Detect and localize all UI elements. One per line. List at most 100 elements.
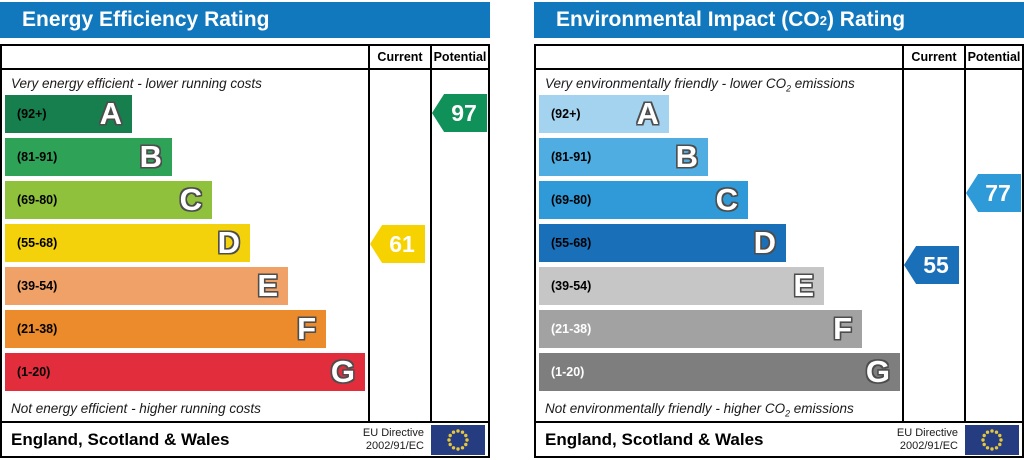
band-row-g: (1-20) G — [536, 353, 902, 396]
bottom-note-subscript: 2 — [785, 408, 790, 419]
top-note-text: Very environmentally friendly - lower CO — [545, 76, 787, 91]
band-row-c: (69-80) C — [2, 181, 368, 224]
band-grade-letter: G — [330, 354, 355, 389]
band-row-g: (1-20) G — [2, 353, 368, 396]
band-bar-c: (69-80) C — [539, 181, 748, 219]
band-range-label: (69-80) — [551, 193, 592, 207]
band-range-label: (39-54) — [17, 279, 58, 293]
rating-chart-co2: Environmental Impact (CO 2) Rating Curren… — [534, 0, 1024, 460]
band-bar-e: (39-54) E — [5, 267, 288, 305]
band-row-a: (92+) A — [2, 95, 368, 138]
band-range-label: (1-20) — [551, 365, 585, 379]
current-rating-value: 55 — [923, 251, 949, 278]
band-range-label: (21-38) — [551, 322, 592, 336]
band-grade-letter: B — [139, 139, 162, 174]
band-range-label: (81-91) — [17, 150, 58, 164]
band-grade-letter: E — [793, 268, 814, 303]
band-bar-d: (55-68) D — [539, 224, 786, 262]
band-grade-letter: C — [179, 182, 202, 217]
potential-column-header: Potential — [967, 50, 1021, 64]
rating-chart-energy: Energy Efficiency Rating Current Potenti… — [0, 0, 490, 460]
chart-title-subscript: 2 — [819, 12, 827, 28]
bottom-note: Not energy efficient - higher running co… — [11, 401, 261, 419]
potential-column-divider — [964, 46, 966, 421]
potential-rating-pointer: 77 — [966, 174, 1021, 212]
current-column-header: Current — [377, 50, 423, 64]
current-rating-pointer: 55 — [904, 246, 959, 284]
potential-column-header: Potential — [433, 50, 487, 64]
bottom-note-text: Not environmentally friendly - higher CO — [545, 401, 786, 416]
band-grade-letter: E — [257, 268, 278, 303]
band-bar-a: (92+) A — [539, 95, 669, 133]
potential-rating-pointer: 97 — [432, 94, 487, 132]
band-range-label: (55-68) — [17, 236, 58, 250]
top-note: Very energy efficient - lower running co… — [11, 76, 262, 94]
eu-flag-icon — [965, 424, 1019, 455]
band-bar-g: (1-20) G — [5, 353, 365, 391]
potential-rating-value: 97 — [451, 99, 477, 126]
band-bar-c: (69-80) C — [5, 181, 212, 219]
current-column-divider — [902, 46, 904, 421]
chart-title-text-end: ) Rating — [826, 8, 906, 31]
band-bar-a: (92+) A — [5, 95, 132, 133]
band-row-e: (39-54) E — [536, 267, 902, 310]
current-column-divider — [368, 46, 370, 421]
chart-title-text: Energy Efficiency Rating — [22, 8, 270, 31]
table-header-row: Current Potential — [536, 46, 1022, 70]
band-range-label: (39-54) — [551, 279, 592, 293]
chart-footer: England, Scotland & Wales EU Directive 2… — [2, 421, 488, 456]
potential-rating-value: 77 — [985, 179, 1011, 206]
current-rating-pointer: 61 — [370, 225, 425, 263]
potential-column-divider — [430, 46, 432, 421]
current-rating-value: 61 — [389, 230, 415, 257]
region-label: England, Scotland & Wales — [545, 429, 764, 449]
bottom-note-text: Not energy efficient - higher running co… — [11, 401, 261, 416]
band-row-d: (55-68) D — [536, 224, 902, 267]
band-bar-b: (81-91) B — [5, 138, 172, 176]
band-grade-letter: B — [675, 139, 698, 174]
region-label: England, Scotland & Wales — [11, 429, 230, 449]
band-row-e: (39-54) E — [2, 267, 368, 310]
chart-title-text: Environmental Impact (CO — [556, 8, 820, 31]
chart-footer: England, Scotland & Wales EU Directive 2… — [536, 421, 1022, 456]
band-grade-letter: G — [865, 354, 890, 389]
band-grade-letter: A — [636, 96, 659, 131]
band-range-label: (81-91) — [551, 150, 592, 164]
band-grade-letter: A — [99, 96, 122, 131]
band-bar-e: (39-54) E — [539, 267, 824, 305]
band-range-label: (1-20) — [17, 365, 51, 379]
bottom-note: Not environmentally friendly - higher CO… — [545, 401, 854, 419]
current-column-header: Current — [911, 50, 957, 64]
band-bar-d: (55-68) D — [5, 224, 250, 262]
eu-directive-label: EU Directive 2002/91/EC — [362, 426, 424, 452]
band-bar-g: (1-20) G — [539, 353, 900, 391]
eu-directive-label: EU Directive 2002/91/EC — [896, 426, 958, 452]
band-row-c: (69-80) C — [536, 181, 902, 224]
band-row-f: (21-38) F — [2, 310, 368, 353]
band-bar-f: (21-38) F — [5, 310, 326, 348]
table-header-row: Current Potential — [2, 46, 488, 70]
band-grade-letter: D — [753, 225, 776, 260]
band-grade-letter: C — [715, 182, 738, 217]
band-row-b: (81-91) B — [536, 138, 902, 181]
top-note-text-end: emissions — [790, 76, 855, 91]
bottom-note-text-end: emissions — [790, 401, 854, 416]
band-grade-letter: D — [217, 225, 240, 260]
band-range-label: (21-38) — [17, 322, 58, 336]
band-row-b: (81-91) B — [2, 138, 368, 181]
rating-table: Current Potential Very energy efficient … — [0, 44, 490, 458]
top-note-text: Very energy efficient - lower running co… — [11, 76, 262, 91]
chart-title: Energy Efficiency Rating — [0, 2, 490, 38]
band-grade-letter: F — [833, 311, 852, 346]
band-row-a: (92+) A — [536, 95, 902, 138]
eu-flag-icon — [431, 424, 485, 455]
band-row-d: (55-68) D — [2, 224, 368, 267]
chart-title: Environmental Impact (CO 2) Rating — [534, 2, 1024, 38]
band-bar-f: (21-38) F — [539, 310, 862, 348]
band-bar-b: (81-91) B — [539, 138, 708, 176]
top-note: Very environmentally friendly - lower CO… — [545, 76, 855, 94]
band-row-f: (21-38) F — [536, 310, 902, 353]
band-range-label: (69-80) — [17, 193, 58, 207]
band-range-label: (55-68) — [551, 236, 592, 250]
top-note-subscript: 2 — [786, 83, 791, 94]
